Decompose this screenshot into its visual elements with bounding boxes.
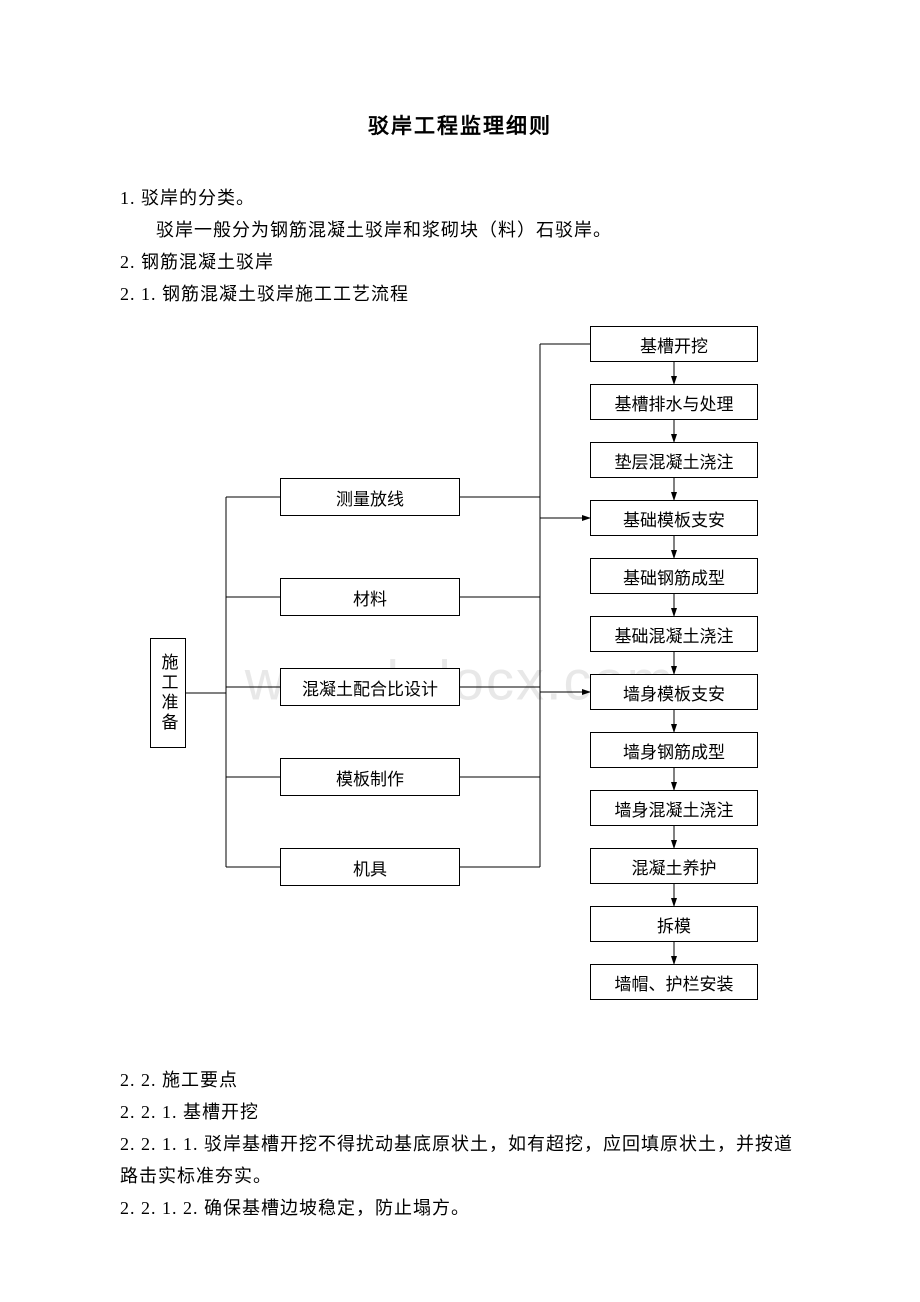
node-wall-rebar: 墙身钢筋成型 — [590, 732, 758, 768]
para-1a: 驳岸一般分为钢筋混凝土驳岸和浆砌块（料）石驳岸。 — [120, 214, 800, 246]
para-2-2-1-2: 2. 2. 1. 2. 确保基槽边坡稳定，防止塌方。 — [120, 1192, 800, 1224]
node-formwork-make: 模板制作 — [280, 758, 460, 796]
node-base-rebar: 基础钢筋成型 — [590, 558, 758, 594]
node-tools: 机具 — [280, 848, 460, 886]
node-excavation: 基槽开挖 — [590, 326, 758, 362]
node-strip: 拆模 — [590, 906, 758, 942]
para-2-1: 2. 1. 钢筋混凝土驳岸施工工艺流程 — [120, 278, 800, 310]
node-material: 材料 — [280, 578, 460, 616]
page-title: 驳岸工程监理细则 — [120, 110, 800, 140]
node-base-concrete: 基础混凝土浇注 — [590, 616, 758, 652]
para-1: 1. 驳岸的分类。 — [120, 182, 800, 214]
para-2-2: 2. 2. 施工要点 — [120, 1064, 800, 1096]
node-wall-concrete: 墙身混凝土浇注 — [590, 790, 758, 826]
node-wall-formwork: 墙身模板支安 — [590, 674, 758, 710]
node-base-formwork: 基础模板支安 — [590, 500, 758, 536]
para-2-2-1-1: 2. 2. 1. 1. 驳岸基槽开挖不得扰动基底原状土，如有超挖，应回填原状土，… — [120, 1128, 800, 1192]
node-measure: 测量放线 — [280, 478, 460, 516]
node-curing: 混凝土养护 — [590, 848, 758, 884]
node-prep: 施工准备 — [150, 638, 186, 748]
node-cap-rail: 墙帽、护栏安装 — [590, 964, 758, 1000]
flowchart: www.bdocx.com 施工准备 测量放线 材料 混凝土配合比设计 模板制作… — [120, 320, 800, 1040]
para-2: 2. 钢筋混凝土驳岸 — [120, 246, 800, 278]
node-cushion-concrete: 垫层混凝土浇注 — [590, 442, 758, 478]
node-mix-design: 混凝土配合比设计 — [280, 668, 460, 706]
node-drainage: 基槽排水与处理 — [590, 384, 758, 420]
para-2-2-1: 2. 2. 1. 基槽开挖 — [120, 1096, 800, 1128]
